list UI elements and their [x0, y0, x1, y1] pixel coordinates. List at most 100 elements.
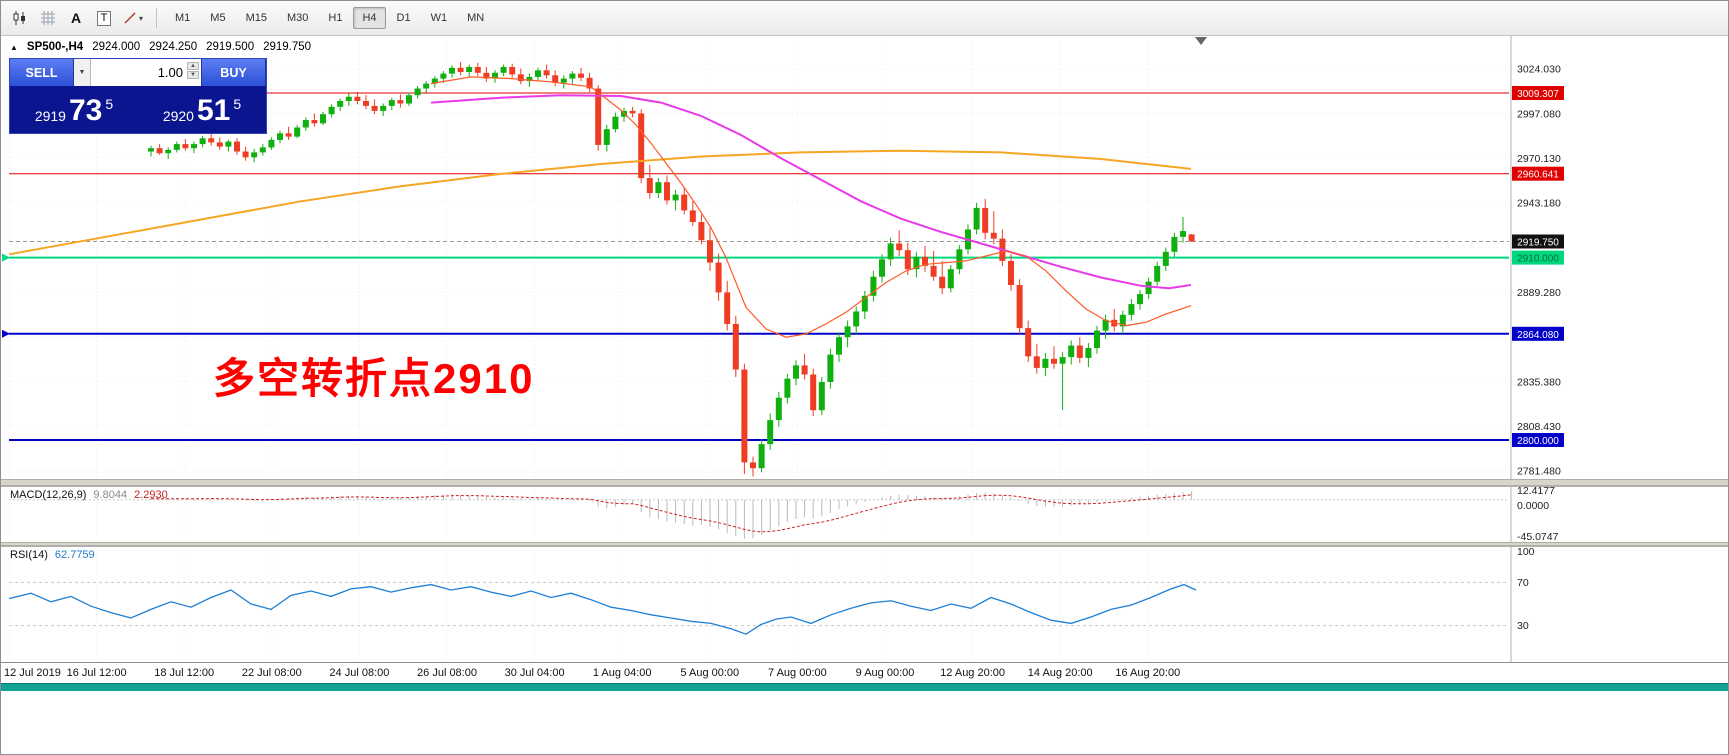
macd-indicator-label: MACD(12,26,9) 9.8044 2.2930 [10, 489, 168, 501]
macd-signal-value: 2.2930 [134, 489, 168, 501]
buy-button[interactable]: BUY [202, 59, 266, 86]
quote-symbol: SP500-,H4 [26, 41, 84, 53]
text-tool-icon: A [70, 10, 82, 26]
sell-button[interactable]: SELL [10, 59, 74, 86]
panel-splitter[interactable] [1, 542, 1728, 546]
rsi-panel-canvas[interactable]: 100 70 30 [1, 546, 1729, 662]
toolbar: A T ▾ M1 M5 M15 M30 H1 H4 D1 W1 MN [1, 1, 1728, 36]
time-axis-label: 9 Aug 00:00 [855, 667, 915, 679]
lot-stepper[interactable]: ▲ ▼ [187, 62, 199, 80]
price-axis-label: 2997.080 [1517, 108, 1561, 120]
price-line-label-box: 2960.641 [1512, 166, 1564, 181]
lot-size-value: 1.00 [157, 65, 183, 80]
time-axis-label: 16 Jul 12:00 [66, 667, 127, 679]
price-axis-label: 2943.180 [1517, 198, 1561, 210]
timeframe-m30-button[interactable]: M30 [278, 7, 317, 29]
buy-price-small: 2920 [162, 108, 194, 124]
time-axis-label: 14 Aug 20:00 [1027, 667, 1093, 679]
price-axis[interactable] [1511, 36, 1571, 479]
price-line-label-box: 3009.307 [1512, 86, 1564, 100]
time-axis-label: 18 Jul 12:00 [154, 667, 215, 679]
lot-preset-dropdown[interactable]: ▼ [74, 59, 91, 86]
timeframe-h4-button[interactable]: H4 [353, 7, 386, 29]
rsi-value: 62.7759 [54, 549, 95, 561]
macd-histogram [150, 491, 1193, 539]
sell-price-small: 2919 [34, 108, 66, 124]
timeframe-toolbar: M1 M5 M15 M30 H1 H4 D1 W1 MN [166, 7, 493, 29]
time-axis-label: 22 Jul 08:00 [241, 667, 302, 679]
spin-up-icon[interactable]: ▲ [187, 62, 199, 70]
main-chart-canvas[interactable]: 3024.030 2997.080 2970.130 2943.180 2889.280… [1, 36, 1729, 479]
chevron-down-icon: ▾ [139, 13, 144, 23]
timeframe-mn-button[interactable]: MN [458, 7, 493, 29]
price-axis-label: 2970.130 [1517, 153, 1561, 165]
timeframe-h1-button[interactable]: H1 [319, 7, 351, 29]
time-axis-label: 12 Aug 20:00 [940, 667, 1006, 679]
candlestick-series [148, 62, 1195, 477]
buy-price-big: 51 [196, 94, 231, 127]
trendline-icon [124, 12, 136, 24]
price-line-label-box: 2910.000 [1512, 250, 1564, 265]
sell-price-display[interactable]: 2919 73 5 [10, 86, 138, 133]
rsi-name: RSI(14) [10, 549, 48, 561]
line-left-marker [2, 329, 10, 338]
grid-toggle-button[interactable] [35, 6, 61, 30]
ma-slow-line [8, 149, 1192, 256]
grid-icon [41, 11, 55, 25]
text-tool-button[interactable]: A [63, 6, 89, 30]
lot-size-field[interactable]: 1.00 ▲ ▼ [91, 59, 202, 86]
time-axis[interactable]: 12 Jul 2019 16 Jul 12:00 18 Jul 12:00 22 Ju… [1, 662, 1728, 683]
one-click-trading-panel: SELL ▼ 1.00 ▲ ▼ BUY 2919 73 5 2920 51 [9, 58, 267, 134]
rsi-scale-label: 70 [1517, 577, 1529, 589]
time-axis-label: 24 Jul 08:00 [329, 667, 390, 679]
timeframe-m1-button[interactable]: M1 [166, 7, 199, 29]
time-axis-label: 5 Aug 00:00 [680, 667, 740, 679]
price-axis-label: 2808.430 [1517, 421, 1561, 433]
svg-text:3009.307: 3009.307 [1517, 89, 1559, 100]
ma-fast-line [430, 76, 1192, 338]
macd-scale-max: 12.4177 [1517, 486, 1555, 497]
macd-scale-min: -45.0747 [1517, 531, 1559, 542]
quote-low: 2919.500 [206, 41, 255, 53]
svg-text:2960.641: 2960.641 [1517, 170, 1559, 181]
price-line-label-box: 2800.000 [1512, 433, 1564, 447]
macd-panel-canvas[interactable]: 12.4177 0.0000 -45.0747 [1, 486, 1729, 542]
price-line-label-box: 2864.080 [1512, 326, 1564, 341]
textbox-tool-button[interactable]: T [91, 6, 117, 30]
line-tools-button[interactable]: ▾ [119, 6, 147, 30]
time-axis-label: 12 Jul 2019 [4, 667, 61, 679]
panel-splitter[interactable] [1, 479, 1728, 486]
chart-shift-marker[interactable] [1195, 37, 1207, 45]
macd-scale-zero: 0.0000 [1517, 500, 1549, 512]
rsi-line [8, 583, 1197, 635]
price-axis-label: 2781.480 [1517, 466, 1561, 478]
chart-type-button[interactable] [7, 6, 33, 30]
price-axis-label: 2835.380 [1517, 376, 1561, 388]
quote-high: 2924.250 [149, 41, 198, 53]
one-click-toggle-icon[interactable]: ▲ [10, 42, 18, 52]
timeframe-d1-button[interactable]: D1 [388, 7, 420, 29]
timeframe-w1-button[interactable]: W1 [422, 7, 457, 29]
quote-close: 2919.750 [263, 41, 312, 53]
time-axis-label: 26 Jul 08:00 [417, 667, 477, 679]
buy-price-sup: 5 [233, 96, 242, 112]
svg-text:2864.080: 2864.080 [1517, 330, 1559, 341]
spin-down-icon[interactable]: ▼ [187, 71, 199, 79]
svg-text:2800.000: 2800.000 [1517, 436, 1559, 447]
price-axis-label: 3024.030 [1517, 64, 1561, 76]
sell-price-sup: 5 [105, 96, 114, 112]
toolbar-separator [156, 8, 158, 28]
time-axis-label: 30 Jul 04:00 [504, 667, 565, 679]
timeframe-m5-button[interactable]: M5 [201, 7, 234, 29]
price-axis-label: 2889.280 [1517, 287, 1561, 299]
buy-price-display[interactable]: 2920 51 5 [138, 86, 266, 133]
timeframe-m15-button[interactable]: M15 [237, 7, 276, 29]
current-price-box: 2919.750 [1512, 234, 1564, 249]
time-axis-label: 1 Aug 04:00 [592, 667, 652, 679]
ma-medium-line [430, 94, 1192, 290]
time-axis-label: 16 Aug 20:00 [1115, 667, 1181, 679]
line-left-marker [2, 253, 10, 262]
chevron-down-icon: ▼ [78, 69, 86, 76]
chart-annotation-text: 多空转折点2910 [213, 355, 535, 402]
